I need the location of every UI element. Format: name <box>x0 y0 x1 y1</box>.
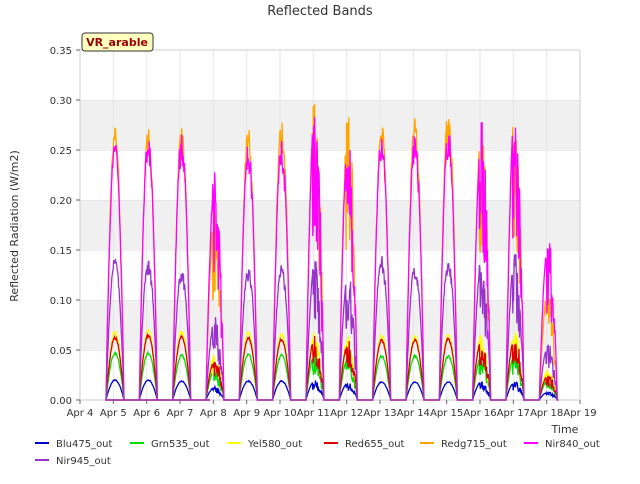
legend-item: Red655_out <box>324 439 405 450</box>
legend-item: Nir945_out <box>35 456 111 467</box>
legend-label: Nir840_out <box>545 439 600 450</box>
x-tick-label: Apr 14 <box>397 408 430 419</box>
station-badge-label: VR_arable <box>86 36 148 49</box>
y-tick-label: 0.20 <box>50 196 72 207</box>
y-axis-label: Reflected Radiation (W/m2) <box>8 150 21 302</box>
x-tick-label: Apr 15 <box>430 408 463 419</box>
legend-label: Blu475_out <box>56 439 113 450</box>
legend-item: Grn535_out <box>130 439 210 450</box>
y-tick-label: 0.10 <box>50 296 72 307</box>
legend-item: Redg715_out <box>420 439 507 450</box>
legend: Blu475_out Grn535_out Yel580_out Red655_out… <box>35 439 600 467</box>
x-tick-label: Apr 7 <box>167 408 194 419</box>
x-tick-label: Apr 19 <box>563 408 596 419</box>
legend-item: Nir840_out <box>524 439 600 450</box>
legend-item: Blu475_out <box>35 439 113 450</box>
grid-bands <box>79 49 581 400</box>
grid-band <box>80 50 580 100</box>
grid-band <box>80 150 580 200</box>
series-line-Nir945_out <box>105 253 559 401</box>
y-tick-label: 0.25 <box>50 146 72 157</box>
grid-band <box>80 350 580 400</box>
y-tick-label: 0.35 <box>50 46 72 57</box>
series-layer <box>105 103 559 401</box>
y-tick-label: 0.00 <box>50 396 72 407</box>
x-axis-label: Time <box>551 423 579 436</box>
x-axis: Apr 4 Apr 5 Apr 6 Apr 7 Apr 8 Apr 9 Apr 10 Apr … <box>67 400 597 419</box>
legend-label: Yel580_out <box>247 439 302 450</box>
legend-item: Yel580_out <box>227 439 302 450</box>
x-tick-label: Apr 13 <box>363 408 396 419</box>
y-axis: 0.00 0.05 0.10 0.15 0.20 0.25 0.30 0.35 <box>50 46 80 407</box>
grid-band <box>80 100 580 150</box>
x-tick-label: Apr 9 <box>233 408 260 419</box>
x-tick-label: Apr 16 <box>463 408 496 419</box>
x-tick-label: Apr 17 <box>497 408 530 419</box>
grid-band <box>80 300 580 350</box>
y-tick-label: 0.30 <box>50 96 72 107</box>
y-tick-label: 0.15 <box>50 246 72 257</box>
chart-title: Reflected Bands <box>267 4 373 19</box>
legend-label: Nir945_out <box>56 456 111 467</box>
x-tick-label: Apr 5 <box>100 408 127 419</box>
legend-label: Redg715_out <box>441 439 507 450</box>
x-tick-label: Apr 10 <box>263 408 296 419</box>
legend-label: Grn535_out <box>151 439 210 450</box>
x-tick-label: Apr 8 <box>200 408 227 419</box>
x-tick-label: Apr 11 <box>297 408 330 419</box>
x-tick-label: Apr 6 <box>133 408 160 419</box>
station-badge: VR_arable <box>81 32 154 52</box>
station-badge-box <box>81 32 154 52</box>
legend-label: Red655_out <box>345 439 405 450</box>
grid-band <box>80 250 580 300</box>
x-tick-label: Apr 4 <box>67 408 94 419</box>
grid-band <box>80 200 580 250</box>
x-tick-label: Apr 12 <box>330 408 363 419</box>
y-tick-label: 0.05 <box>50 346 72 357</box>
x-tick-label: Apr 18 <box>530 408 563 419</box>
